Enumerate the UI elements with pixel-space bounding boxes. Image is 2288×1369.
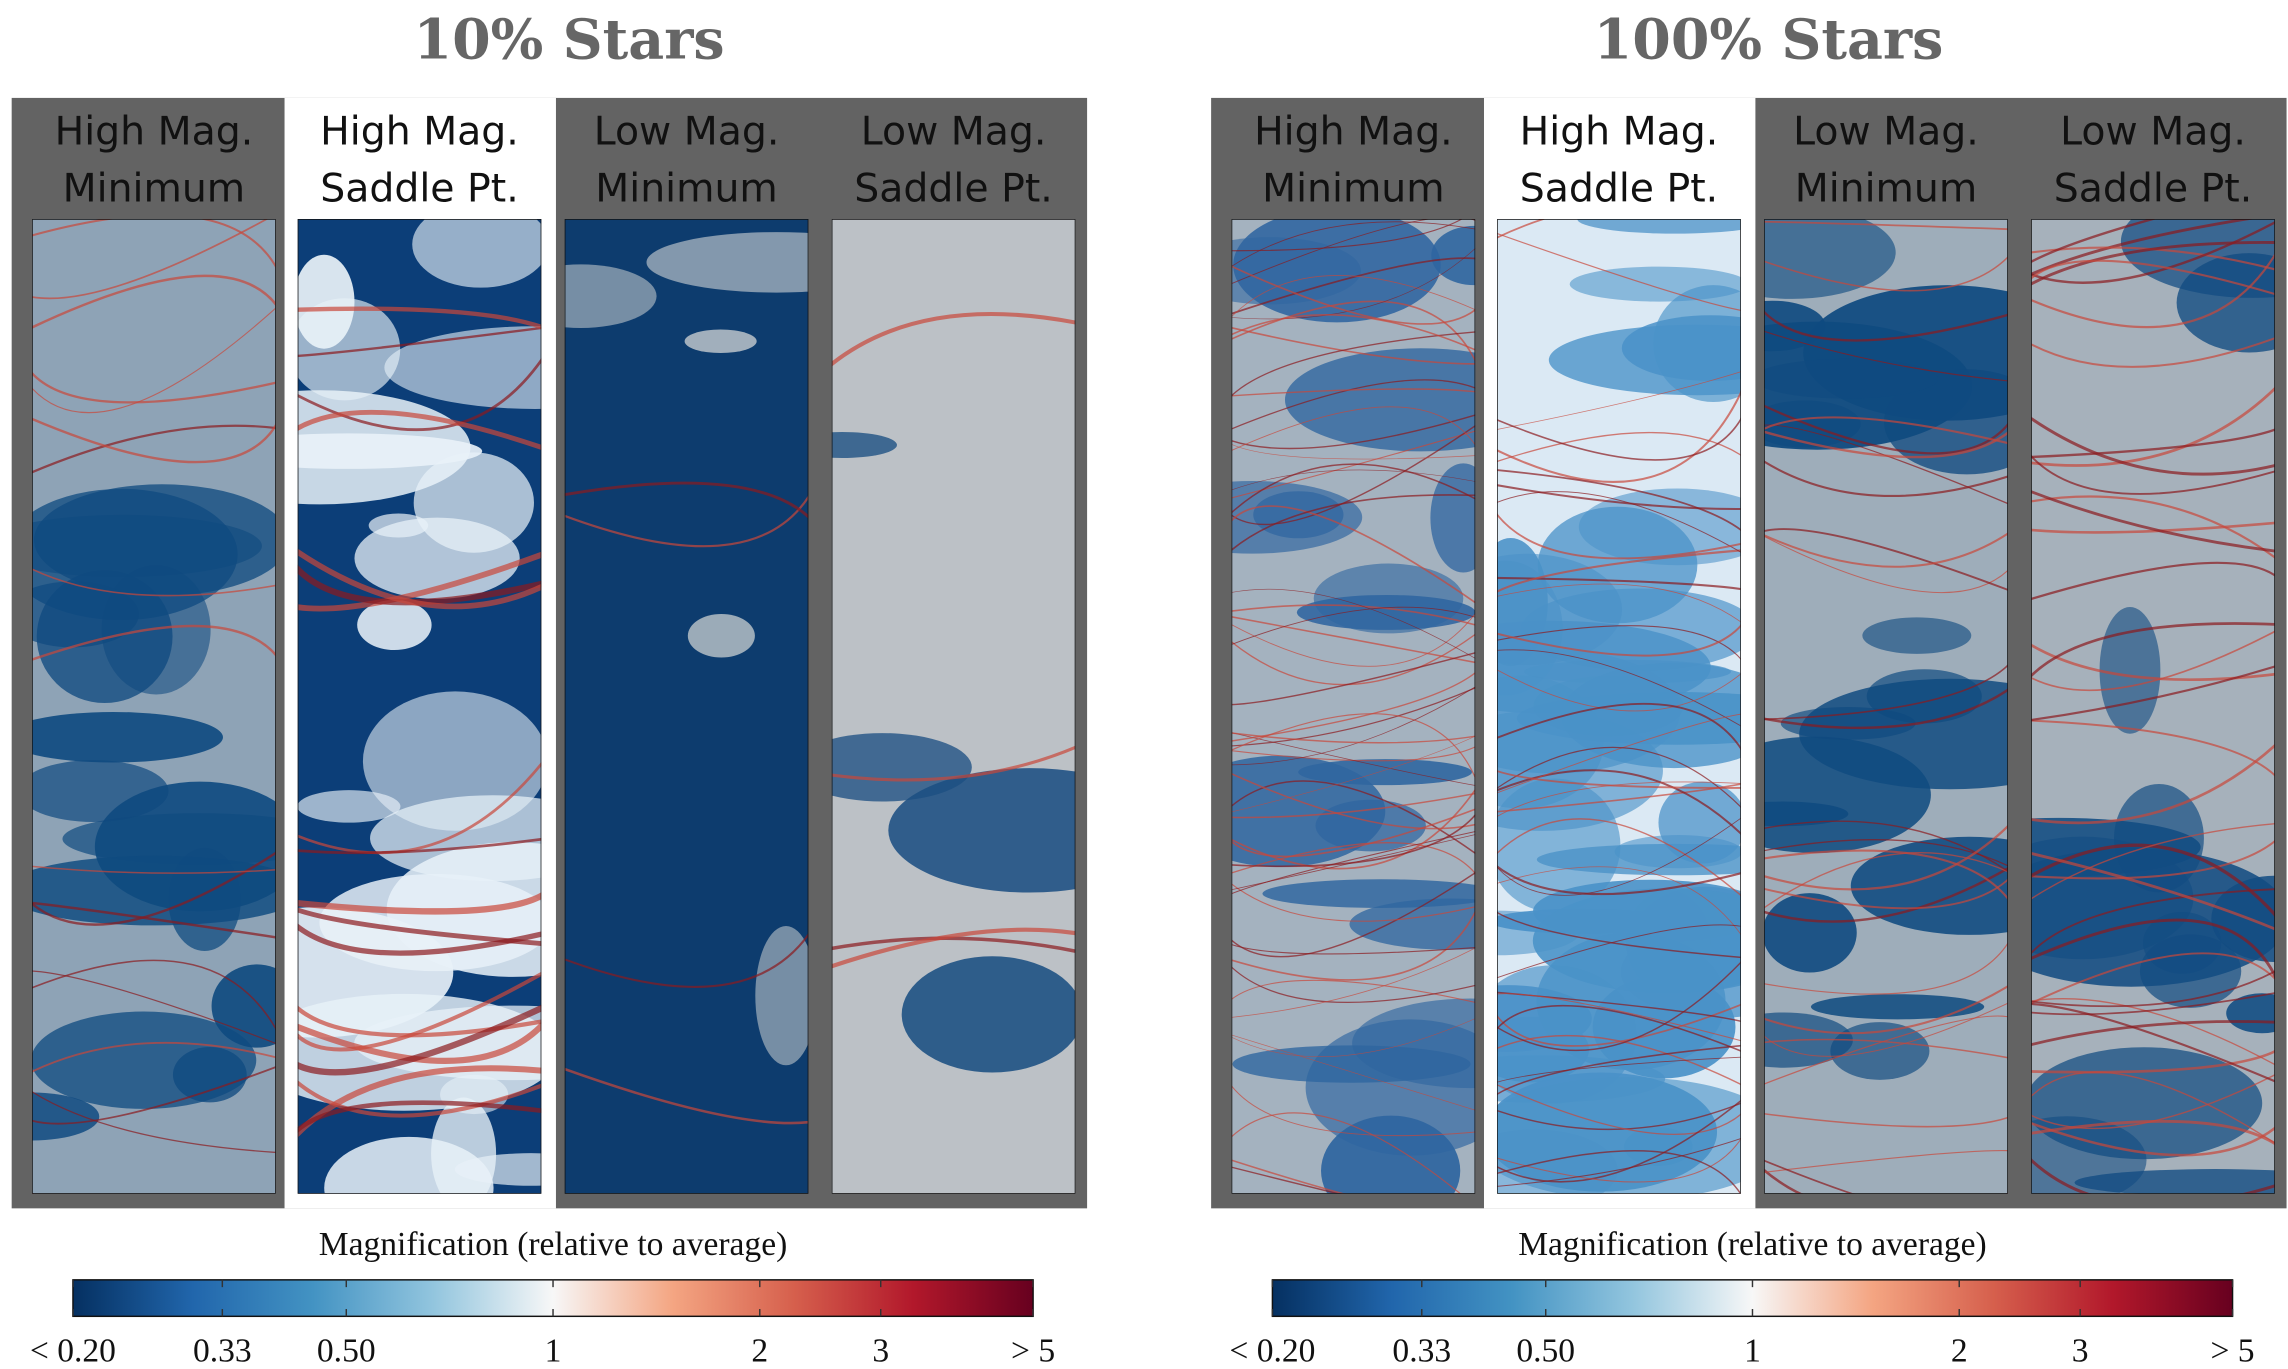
caustic-region bbox=[755, 926, 816, 1065]
tick-label: > 5 bbox=[1011, 1333, 1055, 1369]
tick-label: 3 bbox=[2072, 1333, 2089, 1369]
map-label: High Mag. bbox=[1520, 109, 1719, 155]
caustic-region bbox=[902, 956, 1083, 1072]
map-label: Minimum bbox=[63, 166, 245, 212]
map-label: Low Mag. bbox=[2060, 109, 2246, 155]
tick-label: 1 bbox=[545, 1333, 562, 1369]
caustic-region bbox=[1262, 879, 1499, 908]
tick-label: 3 bbox=[872, 1333, 889, 1369]
tick-label: > 5 bbox=[2211, 1333, 2255, 1369]
caustic-region bbox=[1524, 660, 1731, 684]
map-label: High Mag. bbox=[55, 109, 254, 155]
map-label: Saddle Pt. bbox=[854, 166, 1053, 212]
caustic-region bbox=[1615, 835, 1743, 868]
tick-label: < 0.20 bbox=[1229, 1333, 1315, 1369]
tick-label: 0.50 bbox=[1516, 1333, 1575, 1369]
map-label: Low Mag. bbox=[1793, 109, 1979, 155]
caustic-region bbox=[3, 712, 223, 763]
caustic-region bbox=[289, 298, 400, 400]
panel-title: 10% Stars bbox=[414, 8, 725, 73]
tick-label: 0.50 bbox=[317, 1333, 376, 1369]
caustic-region bbox=[324, 1137, 493, 1239]
caustic-region bbox=[1762, 893, 1856, 972]
tick-label: 2 bbox=[1951, 1333, 1968, 1369]
map-label: Low Mag. bbox=[861, 109, 1047, 155]
map-label: High Mag. bbox=[1254, 109, 1453, 155]
caustic-region bbox=[1297, 595, 1476, 630]
caustic-region bbox=[1321, 1116, 1460, 1226]
caustic-region bbox=[1867, 669, 1982, 723]
colorbar-label: Magnification (relative to average) bbox=[319, 1226, 788, 1263]
map-label: Minimum bbox=[595, 166, 777, 212]
caustic-region bbox=[1298, 759, 1472, 785]
colorbar-label: Magnification (relative to average) bbox=[1518, 1226, 1987, 1263]
map-label: High Mag. bbox=[320, 109, 519, 155]
caustic-region bbox=[688, 614, 755, 658]
map-label: Saddle Pt. bbox=[1520, 166, 1718, 212]
map-label: Saddle Pt. bbox=[2054, 166, 2252, 212]
caustic-region bbox=[357, 600, 431, 650]
caustic-region bbox=[1862, 617, 1971, 653]
panel-title: 100% Stars bbox=[1594, 8, 1944, 73]
caustic-region bbox=[31, 1012, 256, 1109]
caustic-region bbox=[1811, 994, 1984, 1019]
caustic-region bbox=[18, 760, 168, 822]
magnification-map bbox=[787, 219, 1171, 1194]
tick-label: < 0.20 bbox=[30, 1333, 116, 1369]
tick-label: 1 bbox=[1744, 1333, 1761, 1369]
tick-label: 0.33 bbox=[1392, 1333, 1451, 1369]
tick-label: 2 bbox=[751, 1333, 768, 1369]
map-label: Saddle Pt. bbox=[320, 166, 518, 212]
map-label: Minimum bbox=[1262, 166, 1444, 212]
caustic-region bbox=[1142, 481, 1362, 554]
tick-label: 0.33 bbox=[193, 1333, 252, 1369]
caustic-region bbox=[685, 330, 757, 354]
caustic-region bbox=[1754, 359, 1939, 399]
map-label: Low Mag. bbox=[594, 109, 780, 155]
map-label: Minimum bbox=[1795, 166, 1977, 212]
figure: 10% Stars High Mag. Minimum High Mag. Saddle… bbox=[0, 0, 2288, 1369]
caustic-region bbox=[2100, 607, 2161, 734]
